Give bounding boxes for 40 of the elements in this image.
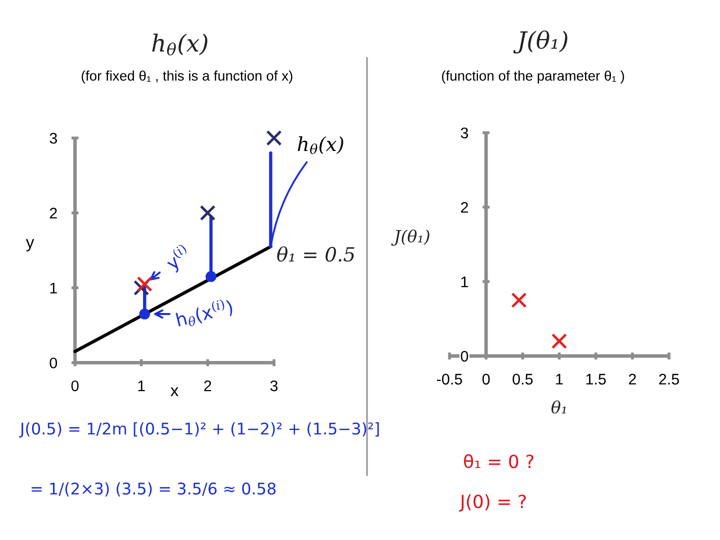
chart-title: J(θ₁) [513,30,568,54]
x-axis-title: x [170,387,178,396]
x-tick-label: 2.5 [659,374,679,385]
x-tick-label: 2 [628,374,636,384]
text: J(0.5) = 1/2m [(0.5−1)² + (1−2)² + (1.5−3)²] [19,422,379,438]
y-tick-label: 2 [460,202,468,213]
text: θ₁ = 0 ? [464,454,534,468]
x-tick-label: 2 [204,380,212,392]
text: θ₁ = 0.5 [277,246,354,262]
y-tick-label: 3 [50,132,57,144]
x-tick-label: 1 [556,374,563,384]
chart-title: h$_{θ}$(x) [152,34,208,56]
y-tick-label: 0 [50,358,58,368]
annotation: y$^{(i)}$ [162,243,194,274]
x-tick-label: 3 [270,380,278,392]
x-tick-label: 1.5 [586,374,606,385]
y-tick-label: 2 [50,208,57,218]
y-tick-label: 0 [460,350,468,362]
point [200,205,216,221]
x-tick-label: 1 [138,380,145,392]
y-axis-title: J(θ₁) [391,229,430,246]
text: h$_{θ}$(x) [298,136,344,154]
text: J(0) = ? [459,494,526,512]
y-tick-label: 1 [50,282,57,294]
x-tick-label: 0 [482,374,490,385]
x-tick-label: 0.5 [512,374,533,385]
chart-subtitle: (function of the parameter θ₁ ) [442,70,624,84]
point [266,130,282,146]
annotation: h$_{θ}$(x$^{(i)}$) [175,297,234,330]
point [206,271,216,282]
y-tick-label: 1 [461,276,468,288]
x-axis-title: θ₁ [551,400,566,414]
y-axis-title: y [26,239,34,252]
y-tick-label: 3 [460,128,468,138]
x-tick-label: -0.5 [437,374,462,385]
text: = 1/(2×3) (3.5) = 3.5/6 ≈ 0.58 [32,482,276,497]
x-tick-label: 0 [71,380,79,392]
chart-subtitle: (for fixed θ₁ , this is a function of x) [82,70,292,84]
point [136,276,152,292]
point [139,308,150,320]
